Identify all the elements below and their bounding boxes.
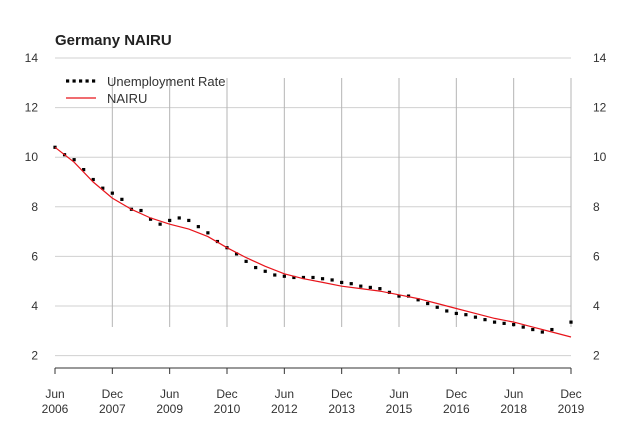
x-tick-label-month: Dec	[331, 387, 352, 401]
unemployment-rate-point	[139, 208, 143, 213]
x-tick-label-month: Dec	[560, 387, 581, 401]
x-tick-label-year: 2016	[443, 402, 470, 416]
unemployment-rate-point	[445, 309, 449, 313]
legend-label: NAIRU	[107, 91, 147, 106]
unemployment-rate-point	[483, 318, 487, 322]
unemployment-rate-point	[311, 275, 315, 280]
series-group	[53, 145, 573, 338]
unemployment-rate-point	[120, 197, 124, 201]
unemployment-rate-point	[521, 325, 525, 329]
unemployment-rate-point	[368, 285, 372, 289]
x-tick-label-month: Dec	[446, 387, 467, 401]
unemployment-rate-point	[187, 218, 191, 223]
unemployment-rate-point	[110, 191, 114, 195]
unemployment-rate-point	[569, 320, 573, 324]
unemployment-rate-point	[330, 278, 334, 282]
y-tick-label-left: 8	[31, 200, 38, 214]
unemployment-rate-point	[512, 323, 516, 327]
y-axis-left: 2 4 6 8 10 12 14	[25, 51, 39, 363]
y-tick-label-left: 14	[25, 51, 39, 65]
y-tick-label-right: 8	[593, 200, 600, 214]
x-tick-label-month: Jun	[45, 387, 64, 401]
unemployment-rate-point	[359, 284, 363, 288]
y-tick-label-right: 10	[593, 150, 607, 164]
unemployment-rate-point	[82, 168, 86, 172]
unemployment-rate-point	[148, 217, 153, 221]
x-tick-label-year: 2013	[328, 402, 355, 416]
y-tick-label-left: 6	[31, 249, 38, 263]
legend-swatch-unemployment-rate	[66, 79, 70, 83]
legend-swatch-unemployment-rate	[85, 79, 89, 83]
unemployment-rate-point	[244, 259, 248, 263]
legend-label: Unemployment Rate	[107, 74, 226, 89]
y-tick-label-left: 10	[25, 150, 39, 164]
unemployment-rate-point	[168, 218, 172, 223]
nairu-line	[54, 146, 572, 338]
y-tick-label-right: 6	[593, 249, 600, 263]
x-tick-label-year: 2009	[156, 402, 183, 416]
x-tick-label-month: Jun	[504, 387, 523, 401]
x-tick-label-month: Dec	[216, 387, 237, 401]
unemployment-rate-point	[53, 145, 57, 149]
unemployment-rate-point	[273, 273, 277, 277]
unemployment-rate-point	[282, 274, 286, 278]
unemployment-rate-point	[454, 311, 458, 316]
x-axis: Jun2006Dec2007Jun2009Dec2010Jun2012Dec20…	[42, 367, 585, 416]
x-tick-label-year: 2012	[271, 402, 298, 416]
y-tick-label-right: 14	[593, 51, 607, 65]
unemployment-rate-point	[177, 216, 181, 220]
unemployment-rate-point	[397, 294, 401, 298]
unemployment-rate-point	[406, 294, 411, 298]
y-tick-label-right: 12	[593, 101, 607, 115]
unemployment-rate-point	[473, 315, 478, 319]
unemployment-rate-point	[196, 225, 200, 229]
unemployment-rate-point	[340, 280, 344, 285]
x-tick-label-year: 2018	[500, 402, 527, 416]
unemployment-rate-point	[502, 321, 506, 325]
unemployment-rate-point	[540, 330, 544, 334]
unemployment-rate-point	[101, 186, 105, 190]
y-tick-label-right: 4	[593, 299, 600, 313]
x-tick-label-month: Jun	[160, 387, 179, 401]
x-tick-label-year: 2019	[558, 402, 585, 416]
chart-title: Germany NAIRU	[55, 32, 172, 49]
unemployment-rate-point	[435, 305, 439, 309]
unemployment-rate-point	[158, 222, 162, 226]
unemployment-rate-point	[301, 275, 306, 280]
unemployment-rate-point	[378, 287, 382, 291]
unemployment-rate-point	[531, 327, 535, 332]
y-axis-right: 2 4 6 8 10 12 14	[593, 51, 607, 363]
unemployment-rate-point	[254, 265, 258, 270]
legend-swatch-unemployment-rate	[92, 79, 96, 83]
y-tick-label-right: 2	[593, 349, 600, 363]
legend: Unemployment Rate NAIRU	[66, 74, 226, 106]
unemployment-rate-point	[349, 282, 353, 286]
legend-swatch-unemployment-rate	[72, 79, 76, 83]
x-tick-label-year: 2015	[386, 402, 413, 416]
y-tick-label-left: 12	[25, 101, 39, 115]
x-tick-label-month: Jun	[389, 387, 408, 401]
x-tick-label-month: Jun	[275, 387, 294, 401]
x-tick-label-year: 2006	[42, 402, 69, 416]
unemployment-rate-point	[206, 231, 210, 235]
unemployment-rate-point	[292, 275, 296, 280]
unemployment-rate-point	[464, 313, 468, 317]
unemployment-rate-point	[550, 327, 554, 332]
unemployment-rate-point	[72, 158, 76, 162]
unemployment-rate-point	[263, 269, 267, 273]
y-tick-label-left: 2	[31, 349, 38, 363]
unemployment-rate-point	[91, 177, 95, 182]
x-tick-label-year: 2007	[99, 402, 126, 416]
grid	[55, 57, 572, 357]
unemployment-rate-point	[416, 298, 420, 302]
x-tick-label-year: 2010	[214, 402, 241, 416]
x-tick-label-month: Dec	[102, 387, 123, 401]
unemployment-rate-point	[320, 277, 325, 281]
unemployment-rate-point	[426, 301, 430, 306]
y-tick-label-left: 4	[31, 299, 38, 313]
legend-swatch-unemployment-rate	[79, 79, 83, 83]
unemployment-rate-point	[234, 252, 239, 256]
unemployment-rate-point	[492, 320, 497, 324]
